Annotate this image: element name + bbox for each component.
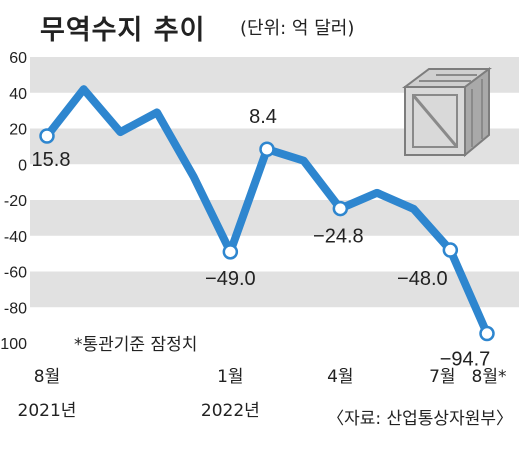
data-label: 8.4	[249, 106, 277, 128]
unit-note: (단위: 억 달러)	[240, 18, 355, 39]
chart-title: 무역수지 추이	[40, 15, 206, 46]
series-line-group	[39, 85, 495, 342]
data-label: 15.8	[32, 149, 71, 171]
footnote: *통관기준 잠정치	[74, 335, 198, 355]
x-tick-label: 8월	[33, 367, 61, 387]
y-tick-label: -20	[4, 193, 27, 210]
data-label: −24.8	[313, 226, 364, 248]
data-point-marker	[39, 128, 55, 144]
box-icon	[402, 67, 492, 158]
x-year-label: 2021년	[17, 401, 77, 421]
data-label: −94.7	[440, 349, 491, 371]
data-labels: 15.8 −49.0 8.4 −24.8 −48.0 −94.7	[32, 106, 491, 370]
x-tick-label: 8월*	[471, 367, 507, 387]
y-tick-label: 0	[18, 157, 27, 174]
data-point-marker	[479, 325, 495, 342]
data-point-marker	[259, 141, 275, 157]
data-label: −49.0	[205, 268, 256, 290]
data-point-marker	[332, 200, 349, 217]
y-tick-label: 60	[9, 50, 27, 67]
x-tick-label: 1월	[217, 367, 244, 387]
grid-band	[30, 271, 519, 308]
y-tick-label: -60	[4, 265, 27, 282]
x-tick-label: 7월	[429, 367, 456, 387]
y-tick-label: -40	[4, 229, 27, 246]
data-point-marker	[222, 244, 239, 260]
y-tick-label: -100	[0, 336, 27, 353]
grid-band	[30, 200, 519, 236]
data-point-marker	[442, 242, 459, 258]
x-tick-label: 4월	[327, 367, 354, 387]
y-tick-label: -80	[4, 300, 27, 317]
x-year-label: 2022년	[200, 401, 260, 421]
data-label: −48.0	[397, 268, 448, 290]
y-axis-ticks: 60 40 20 0 -20 -40 -60 -80 -100	[0, 50, 27, 353]
source-note: 〈자료: 산업통상자원부〉	[327, 409, 513, 429]
y-tick-label: 40	[9, 86, 27, 103]
y-tick-label: 20	[9, 122, 27, 139]
